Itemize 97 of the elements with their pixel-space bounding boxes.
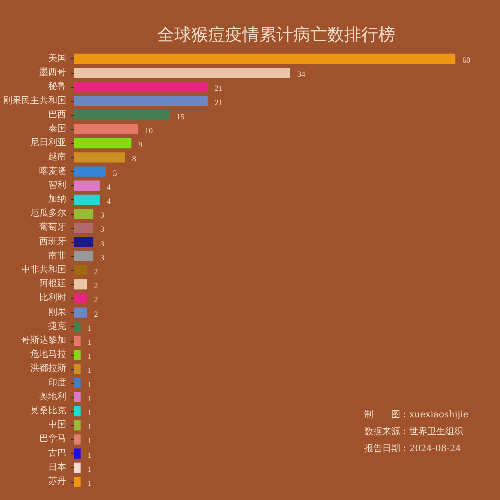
data-label: 2: [94, 282, 98, 291]
y-tick-label: 古巴: [48, 448, 66, 459]
bar: [74, 336, 81, 346]
bar: [74, 180, 100, 191]
data-label: 1: [88, 394, 92, 404]
y-tick-label: 美国: [48, 52, 66, 64]
data-label: 10: [145, 126, 154, 136]
y-tick-label: 秘鲁: [48, 81, 66, 92]
bar: [74, 138, 132, 149]
y-tick-label: 加纳: [48, 194, 66, 205]
y-tick-label: 尼日利亚: [30, 138, 66, 149]
y-tick-label: 葡萄牙: [40, 222, 66, 234]
y-tick-label: 危地马拉: [30, 349, 66, 360]
bar: [74, 124, 138, 135]
data-label: 4: [106, 196, 111, 206]
y-tick-label: 苏丹: [48, 476, 66, 488]
data-label: 9: [138, 140, 143, 150]
data-label: 8: [132, 154, 136, 164]
data-label: 1: [88, 450, 92, 460]
y-tick-label: 印度: [48, 377, 66, 388]
data-label: 5: [113, 168, 118, 178]
data-label: 3: [100, 211, 105, 220]
data-label: 1: [88, 324, 92, 333]
data-label: 60: [462, 56, 471, 65]
data-label: 3: [100, 253, 105, 262]
bar: [74, 110, 170, 120]
y-tick-label: 比利时: [40, 292, 66, 304]
data-label: 1: [88, 408, 92, 418]
y-tick-label: 巴拿马: [40, 434, 66, 445]
y-tick-label: 智利: [48, 180, 66, 191]
bar: [74, 406, 81, 417]
bar: [74, 251, 94, 262]
bar: [74, 294, 88, 304]
y-tick-label: 洪都拉斯: [30, 363, 66, 374]
y-tick-label: 中非共和国: [22, 264, 66, 276]
data-label: 4: [106, 182, 111, 192]
bar: [74, 82, 208, 92]
y-tick-label: 刚果: [48, 306, 66, 318]
bar: [74, 68, 290, 78]
y-tick-label: 捷克: [48, 320, 66, 332]
y-tick-label: 泰国: [48, 123, 66, 134]
chart-title: 全球猴痘疫情累计病亡数排行榜: [158, 26, 396, 46]
bar: [74, 420, 81, 431]
data-label: 3: [100, 225, 105, 234]
data-label: 3: [100, 239, 105, 248]
y-tick-label: 奥地利: [40, 391, 66, 402]
bar: [74, 166, 106, 177]
y-tick-label: 巴西: [48, 110, 66, 120]
y-tick-label: 厄瓜多尔: [30, 208, 66, 220]
y-tick-label: 日本: [48, 462, 66, 473]
data-label: 1: [88, 464, 92, 474]
y-tick-label: 哥斯达黎加: [22, 335, 66, 346]
y-tick-label: 西班牙: [40, 236, 66, 248]
bar: [74, 462, 81, 474]
y-tick-label: 刚果民主共和国: [4, 95, 66, 106]
y-tick-label: 阿根廷: [40, 278, 66, 290]
bar: [74, 448, 81, 459]
annotation: 数据来源：世界卫生组织: [364, 426, 464, 438]
bar: [74, 209, 94, 220]
bar: [74, 152, 126, 163]
bar: [74, 476, 81, 488]
bar: [74, 280, 88, 290]
bar: [74, 223, 94, 234]
y-tick-label: 南非: [48, 250, 66, 262]
data-label: 2: [94, 296, 98, 305]
annotation: 制 图：xuexiaoshijie: [364, 410, 469, 420]
data-label: 1: [88, 479, 92, 488]
bar: [74, 392, 81, 402]
data-label: 1: [88, 380, 92, 390]
data-label: 21: [214, 84, 223, 94]
bar: [74, 434, 81, 445]
bar: [74, 96, 208, 106]
data-label: 34: [297, 70, 306, 80]
y-tick-label: 喀麦隆: [40, 166, 66, 177]
bar: [74, 378, 81, 388]
data-label: 15: [176, 112, 185, 122]
data-label: 1: [88, 436, 92, 446]
data-label: 2: [94, 310, 98, 319]
data-label: 1: [88, 352, 92, 362]
data-label: 1: [88, 422, 92, 432]
y-tick-label: 莫桑比克: [30, 406, 66, 417]
y-tick-label: 墨西哥: [40, 67, 66, 78]
data-label: 1: [88, 338, 92, 348]
data-label: 21: [214, 98, 223, 108]
bar: [74, 308, 88, 318]
y-tick-label: 越南: [48, 152, 66, 163]
bar: [74, 350, 81, 360]
y-tick-label: 中国: [48, 420, 66, 431]
bar: [74, 364, 81, 374]
bar: [74, 194, 100, 206]
bar: [74, 265, 88, 276]
bar: [74, 322, 81, 332]
data-label: 1: [88, 366, 92, 376]
annotation: 报告日期：2024-08-24: [364, 444, 462, 454]
bar: [74, 54, 456, 64]
bar: [74, 237, 94, 248]
data-label: 2: [94, 268, 98, 276]
